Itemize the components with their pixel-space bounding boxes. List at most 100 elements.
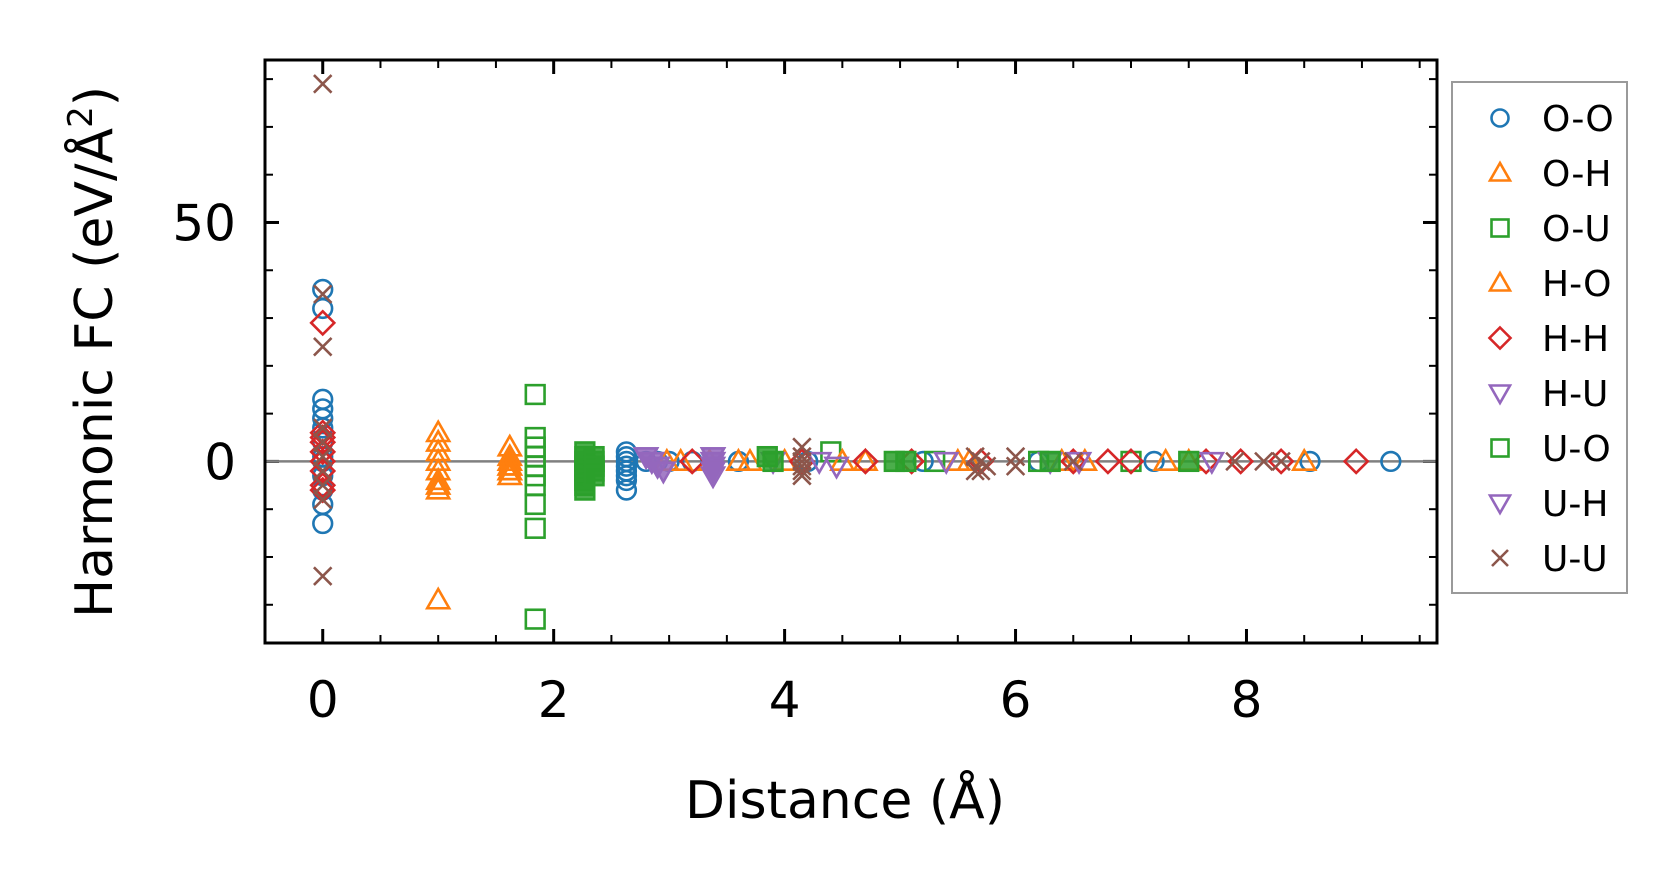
data-point	[309, 428, 337, 456]
legend-marker	[1487, 160, 1513, 182]
data-point	[667, 447, 694, 471]
data-point	[852, 448, 879, 475]
data-point	[583, 465, 605, 487]
data-point	[312, 417, 334, 439]
series-o-o	[312, 278, 1402, 535]
y-axis-label-main: Harmonic FC (eV/Å	[63, 127, 125, 618]
plot-frame	[263, 58, 1439, 645]
data-point	[1039, 450, 1061, 473]
y-tick-label: 50	[172, 194, 236, 252]
data-point	[496, 462, 524, 486]
data-point	[1152, 447, 1179, 471]
x-tick-label: 8	[1231, 671, 1263, 729]
data-point	[312, 512, 334, 535]
legend-label: U-H	[1542, 484, 1608, 525]
data-point	[965, 461, 985, 481]
legend-item-o-h: O-H	[1487, 154, 1611, 195]
data-point	[736, 447, 764, 471]
data-point	[792, 446, 812, 467]
series-h-h	[309, 309, 1370, 504]
series-u-u	[313, 74, 1291, 586]
data-point	[1225, 451, 1245, 472]
data-point	[678, 448, 706, 475]
data-point	[309, 457, 337, 485]
series-o-h	[424, 419, 1318, 610]
x-tick-label: 4	[769, 671, 801, 729]
series-u-o	[574, 441, 1200, 501]
data-point	[313, 461, 333, 481]
data-point	[1290, 447, 1318, 471]
data-point	[313, 489, 333, 510]
data-point	[496, 457, 524, 481]
y-tick-label: 0	[204, 433, 236, 491]
legend-marker	[1491, 549, 1509, 567]
x-axis-label: Distance (Å)	[685, 769, 1005, 831]
legend: O-O O-H O-U H-O H-H H-U U-O U-H U-U	[1451, 81, 1628, 594]
legend-marker	[1487, 384, 1513, 406]
data-point	[1380, 450, 1402, 473]
legend-item-o-u: O-U	[1490, 209, 1611, 250]
legend-marker	[1490, 218, 1510, 238]
data-point	[313, 74, 333, 94]
data-point	[309, 476, 337, 504]
data-point	[496, 452, 524, 476]
data-point	[1120, 450, 1142, 473]
data-point	[309, 471, 337, 499]
series-u-h	[632, 447, 727, 485]
legend-item-u-o: U-O	[1490, 429, 1611, 470]
data-point	[933, 451, 960, 476]
legend-item-h-u: H-U	[1487, 374, 1608, 415]
data-point	[1005, 446, 1026, 467]
data-point	[1267, 448, 1295, 475]
data-point	[792, 437, 812, 457]
data-point	[1117, 448, 1145, 475]
data-point	[792, 451, 812, 472]
data-point	[1094, 448, 1122, 475]
data-point	[424, 586, 452, 610]
data-point	[792, 461, 812, 481]
legend-box	[1451, 81, 1628, 594]
data-point	[615, 479, 638, 501]
series-o-u	[524, 383, 1142, 630]
legend-label: O-O	[1542, 99, 1614, 140]
legend-label: O-U	[1542, 209, 1611, 250]
data-point	[852, 447, 879, 471]
y-axis-label-end: )	[65, 86, 125, 106]
x-tick-label: 6	[1000, 671, 1032, 729]
data-point	[650, 461, 677, 485]
data-point	[524, 493, 546, 516]
data-point	[424, 471, 452, 495]
data-point	[895, 450, 917, 473]
data-point	[496, 447, 524, 471]
legend-item-u-u: U-U	[1491, 539, 1608, 580]
data-point	[823, 456, 850, 480]
legend-label: H-U	[1542, 374, 1608, 415]
data-point	[1063, 451, 1083, 472]
data-point	[971, 461, 991, 481]
data-point	[424, 476, 452, 500]
data-point	[1342, 448, 1370, 475]
legend-marker	[1487, 494, 1513, 516]
data-point	[699, 461, 727, 485]
tick-labels: 0 2 4 6 8 0 50	[172, 194, 1262, 729]
data-point	[1071, 447, 1099, 471]
data-point	[524, 383, 546, 406]
y-axis-label: Harmonic FC (eV/Å2)	[61, 86, 125, 618]
legend-item-u-h: U-H	[1487, 484, 1608, 525]
data-point	[1059, 448, 1087, 475]
data-point	[762, 450, 784, 473]
data-point	[792, 466, 812, 486]
data-point	[524, 517, 546, 539]
data-point	[1254, 451, 1274, 472]
legend-item-o-o: O-O	[1490, 99, 1614, 140]
legend-marker	[1490, 438, 1510, 458]
axis-ticks	[264, 60, 1437, 643]
data-point	[313, 566, 333, 586]
legend-marker	[1490, 108, 1510, 128]
legend-label: H-O	[1542, 264, 1611, 305]
data-point	[313, 284, 333, 304]
data-point	[792, 456, 812, 476]
data-point	[313, 418, 333, 438]
x-tick-label: 2	[538, 671, 570, 729]
x-tick-label: 0	[307, 671, 339, 729]
